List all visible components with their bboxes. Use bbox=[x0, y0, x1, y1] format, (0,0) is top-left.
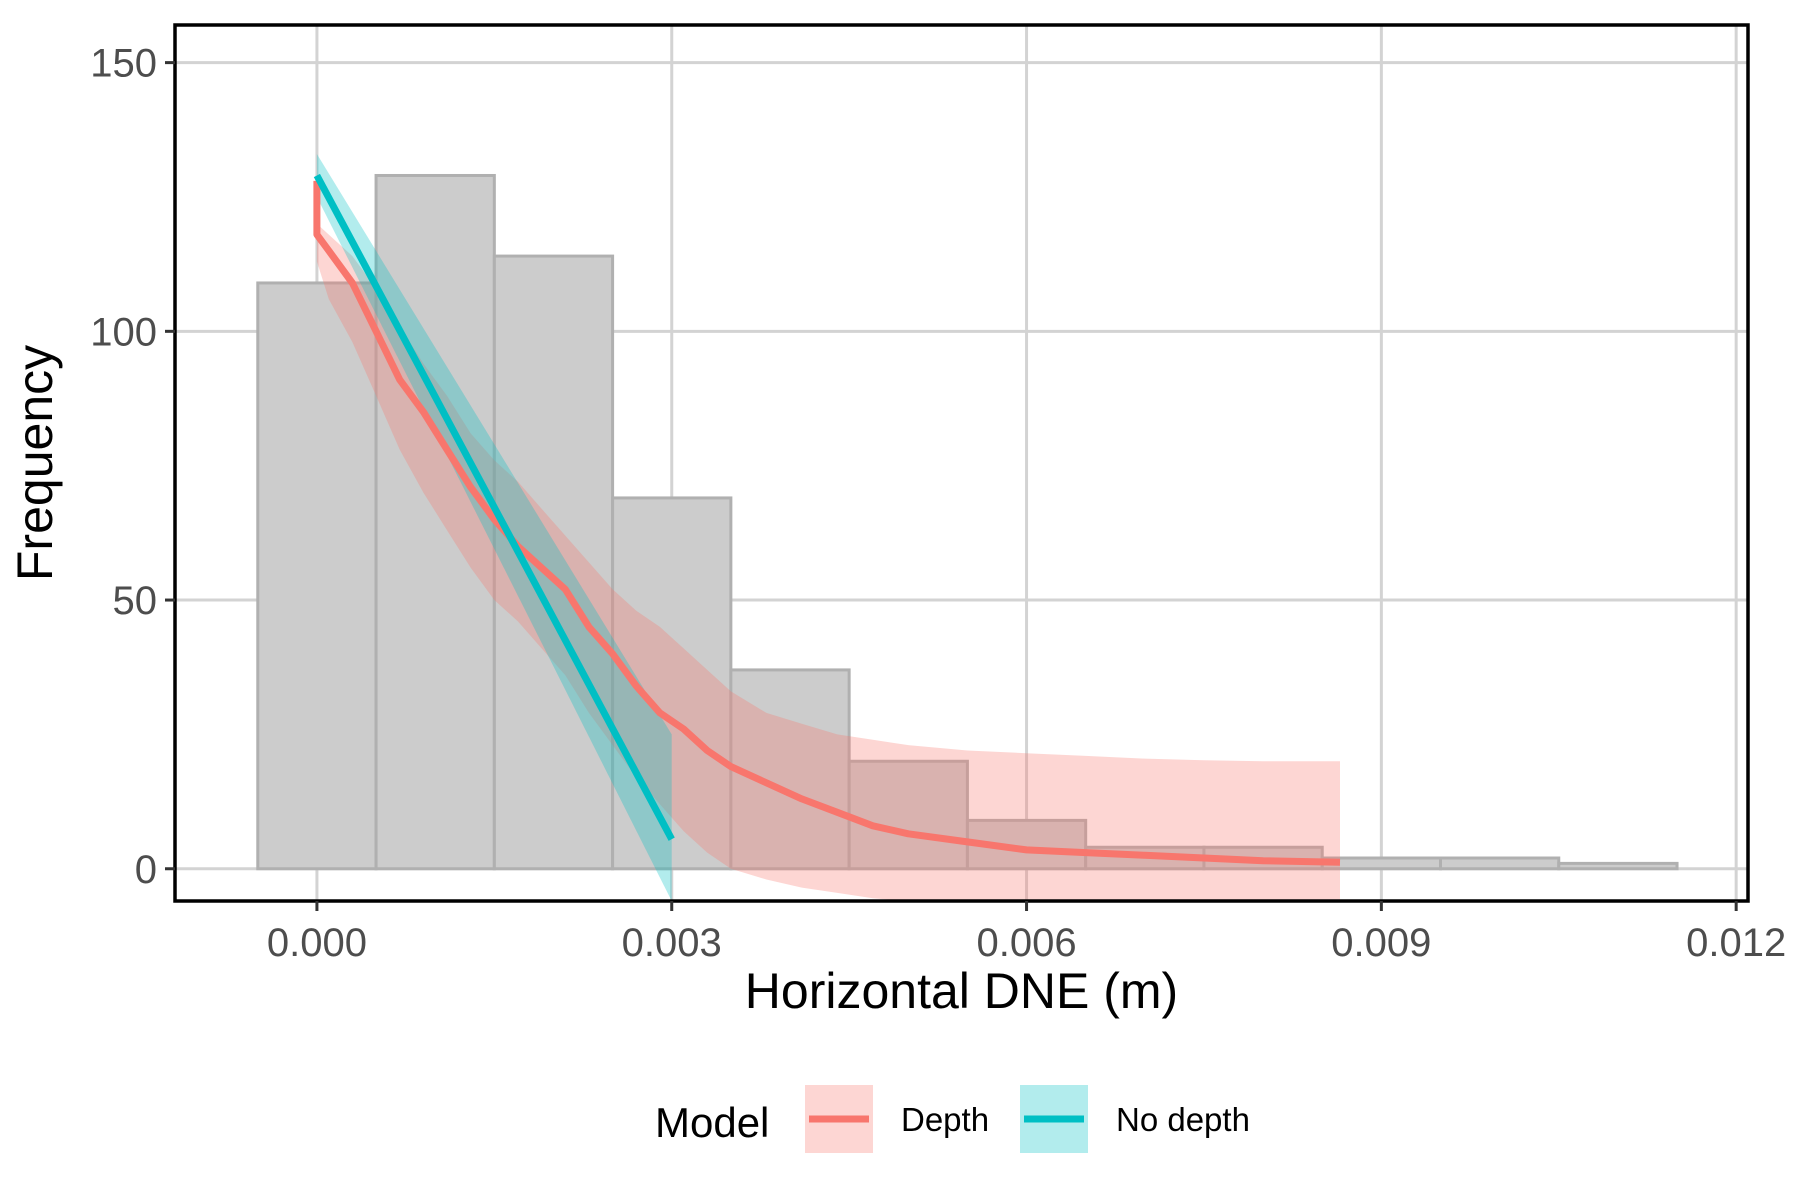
y-axis-ticks: 0 50 100 150 bbox=[90, 42, 175, 892]
histogram-bar-3 bbox=[492, 254, 615, 871]
line-depth bbox=[313, 180, 1341, 866]
x-tick-label: 0.000 bbox=[267, 921, 367, 965]
y-axis-title: Frequency bbox=[7, 345, 63, 581]
x-tick-label: 0.006 bbox=[976, 921, 1076, 965]
legend-label-depth: Depth bbox=[901, 1101, 989, 1138]
histogram-bar-2 bbox=[374, 173, 496, 871]
histogram-bar-5 bbox=[729, 668, 851, 871]
histogram-bar-1 bbox=[256, 281, 378, 871]
histogram-bar-6 bbox=[847, 759, 969, 871]
y-tick-label: 150 bbox=[90, 42, 157, 86]
line-no-depth bbox=[313, 173, 675, 841]
x-tick-label: 0.012 bbox=[1686, 921, 1786, 965]
histogram-bar-11 bbox=[1438, 856, 1561, 871]
legend-label-no-depth: No depth bbox=[1116, 1101, 1250, 1138]
y-tick-label: 50 bbox=[113, 579, 158, 623]
y-tick-label: 100 bbox=[90, 310, 157, 354]
legend-title: Model bbox=[655, 1099, 769, 1146]
fitted-lines bbox=[313, 173, 1341, 866]
ribbon-depth bbox=[316, 164, 1340, 901]
panel-border bbox=[173, 23, 1750, 903]
x-axis-ticks: 0.000 0.003 0.006 0.009 0.012 bbox=[267, 901, 1786, 965]
histogram-bars bbox=[256, 173, 1679, 871]
y-tick-label: 0 bbox=[135, 848, 157, 892]
histogram-bar-12 bbox=[1557, 861, 1679, 871]
x-axis-title: Horizontal DNE (m) bbox=[745, 963, 1178, 1019]
x-tick-label: 0.009 bbox=[1331, 921, 1431, 965]
x-tick-label: 0.003 bbox=[622, 921, 722, 965]
legend: Model Depth No depth bbox=[655, 1085, 1250, 1153]
